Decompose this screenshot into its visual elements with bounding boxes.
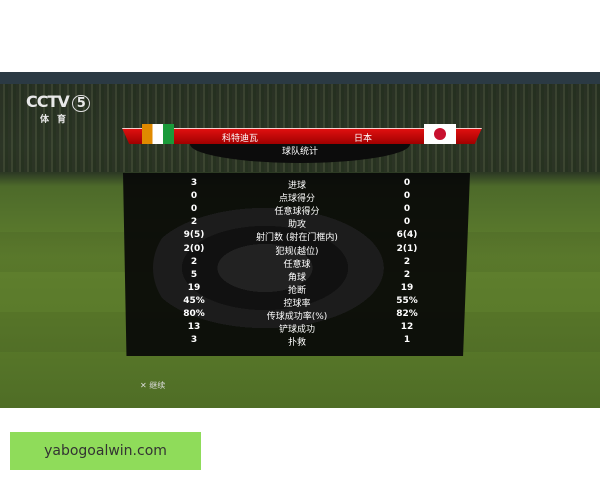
home-value: 5 bbox=[190, 269, 198, 280]
home-value: 13 bbox=[187, 322, 201, 333]
away-value: 0 bbox=[403, 191, 411, 202]
stat-label: 控球率 bbox=[283, 298, 311, 309]
stat-label: 任意球得分 bbox=[274, 207, 320, 218]
stat-row: 13 铲球成功 12 bbox=[123, 322, 470, 335]
stat-label: 扑救 bbox=[287, 338, 306, 349]
home-value: 19 bbox=[187, 282, 201, 293]
home-value: 45% bbox=[183, 295, 205, 306]
cote-divoire-flag-icon bbox=[142, 124, 174, 144]
home-value: 0 bbox=[190, 204, 198, 215]
home-value: 2 bbox=[190, 217, 198, 228]
home-value: 9(5) bbox=[183, 230, 205, 241]
stat-label: 射门数 (射在门框内) bbox=[256, 233, 338, 244]
stat-label: 犯规(越位) bbox=[275, 246, 319, 257]
stat-row: 0 点球得分 0 bbox=[123, 191, 470, 204]
away-value: 2 bbox=[403, 269, 411, 280]
away-value: 12 bbox=[400, 322, 414, 333]
stat-row: 9(5) 射门数 (射在门框内) 6(4) bbox=[123, 230, 470, 243]
continue-button[interactable]: ✕ 继续 bbox=[140, 381, 166, 390]
stat-label: 传球成功率(%) bbox=[266, 312, 328, 322]
stat-row: 45% 控球率 55% bbox=[123, 296, 470, 309]
swirl-emblem bbox=[153, 183, 433, 353]
away-value: 0 bbox=[403, 204, 411, 215]
stat-row: 19 抢断 19 bbox=[123, 283, 470, 296]
home-value: 2(0) bbox=[183, 243, 205, 254]
away-value: 0 bbox=[403, 217, 411, 228]
home-value: 2 bbox=[190, 256, 198, 267]
stat-label: 抢断 bbox=[287, 285, 306, 296]
x-button-icon: ✕ bbox=[140, 381, 147, 390]
stat-row: 2 任意球 2 bbox=[123, 257, 470, 270]
stat-row: 3 进球 0 bbox=[123, 178, 470, 191]
stat-row: 80% 传球成功率(%) 82% bbox=[123, 309, 470, 322]
stat-row: 5 角球 2 bbox=[123, 270, 470, 283]
away-value: 82% bbox=[396, 309, 418, 319]
home-value: 80% bbox=[183, 309, 205, 319]
stat-label: 助攻 bbox=[287, 220, 306, 231]
stats-panel: 3 进球 0 0 点球得分 0 0 任意球得分 0 2 助攻 0 9(5) 射门数 (射在门框内) 6(4)… bbox=[123, 173, 470, 356]
cctv5-logo: CCTV 5 体育 bbox=[26, 92, 90, 125]
away-value: 6(4) bbox=[396, 230, 418, 241]
tab-team-stats[interactable]: 球队统计 bbox=[190, 144, 410, 163]
stat-label: 进球 bbox=[287, 181, 306, 191]
japan-flag-icon bbox=[424, 124, 456, 144]
home-value: 3 bbox=[190, 178, 198, 188]
team-banner: 科特迪瓦 日本 bbox=[122, 128, 482, 144]
away-value: 55% bbox=[396, 295, 418, 306]
away-value: 19 bbox=[400, 282, 414, 293]
stat-label: 点球得分 bbox=[278, 194, 315, 205]
away-value: 2 bbox=[403, 256, 411, 267]
away-value: 2(1) bbox=[396, 243, 418, 254]
ad-board bbox=[0, 72, 600, 84]
stat-label: 任意球 bbox=[283, 259, 311, 270]
away-value: 1 bbox=[403, 335, 411, 346]
stat-row: 2 助攻 0 bbox=[123, 217, 470, 230]
home-team-name: 科特迪瓦 bbox=[222, 134, 259, 144]
stat-row: 2(0) 犯规(越位) 2(1) bbox=[123, 244, 470, 257]
stat-label: 铲球成功 bbox=[278, 325, 315, 336]
home-value: 0 bbox=[190, 191, 198, 202]
away-team-name: 日本 bbox=[354, 134, 373, 144]
stat-row: 3 扑救 1 bbox=[123, 335, 470, 348]
home-value: 3 bbox=[190, 335, 198, 346]
watermark: yabogoalwin.com bbox=[10, 432, 201, 470]
away-value: 0 bbox=[403, 178, 411, 188]
stat-label: 角球 bbox=[287, 272, 306, 283]
stat-row: 0 任意球得分 0 bbox=[123, 204, 470, 217]
